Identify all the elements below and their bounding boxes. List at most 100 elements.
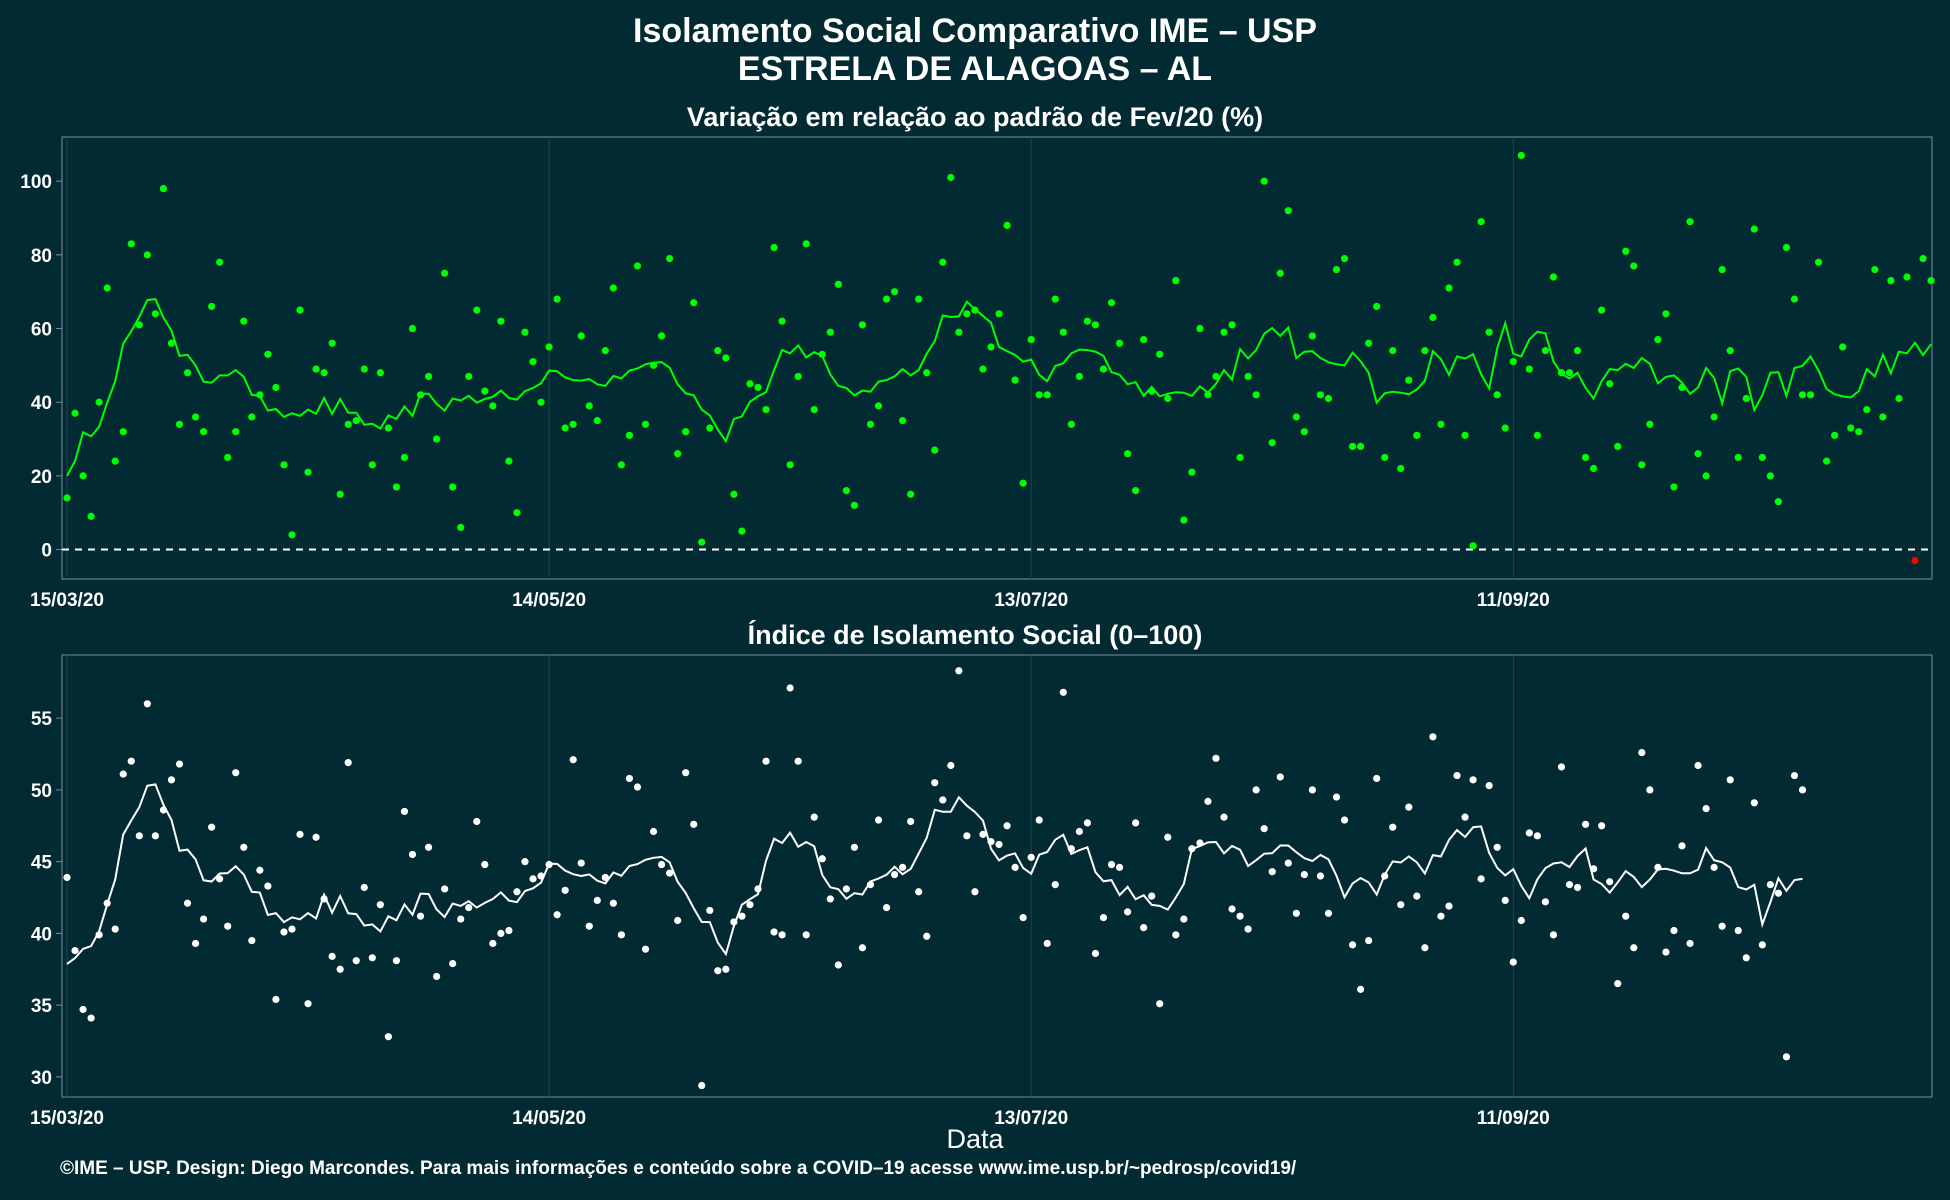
data-point (1115, 339, 1124, 347)
data-point (232, 769, 240, 777)
data-point (497, 929, 505, 938)
data-point (1284, 207, 1292, 215)
data-point (1541, 898, 1549, 906)
data-point (103, 899, 111, 907)
data-point (320, 895, 328, 903)
x-tick-label: 14/05/20 (512, 1108, 586, 1129)
data-point (1357, 442, 1365, 450)
data-point (1252, 391, 1260, 399)
data-point (569, 420, 577, 428)
data-point (778, 317, 786, 325)
data-point (1750, 799, 1758, 807)
data-point (714, 347, 722, 355)
data-point (657, 860, 666, 869)
data-point (947, 761, 955, 770)
x-tick-label: 13/07/20 (994, 1108, 1068, 1129)
data-point (577, 332, 585, 340)
data-point (95, 931, 103, 939)
data-point (1156, 1000, 1164, 1008)
data-point (127, 757, 135, 765)
data-point (963, 832, 971, 840)
data-point (1300, 428, 1308, 436)
data-point (786, 684, 794, 692)
data-point (408, 324, 417, 333)
panel1-subtitle: Variação em relação ao padrão de Fev/20 … (686, 102, 1264, 132)
data-point (481, 860, 489, 869)
data-point (392, 957, 401, 965)
data-point (489, 402, 497, 410)
data-point (1429, 733, 1437, 741)
data-point (714, 967, 722, 975)
data-point (1188, 845, 1196, 853)
data-point (577, 859, 585, 867)
data-point (1421, 944, 1429, 952)
x-axis-label: Data (946, 1124, 1004, 1154)
data-point (1180, 915, 1188, 923)
data-point (416, 391, 425, 399)
data-point (1244, 372, 1252, 381)
data-point (947, 173, 955, 182)
data-point (1630, 262, 1638, 270)
data-point (1517, 151, 1525, 160)
data-point (328, 339, 336, 347)
data-point (1276, 269, 1284, 277)
data-point (1268, 868, 1276, 876)
data-point (834, 280, 842, 288)
x-tick-label: 14/05/20 (512, 590, 586, 611)
data-point (1453, 258, 1461, 266)
data-point (1622, 912, 1630, 920)
data-point (1646, 420, 1654, 428)
data-point (264, 882, 272, 890)
data-point (1557, 763, 1566, 771)
data-point (593, 896, 601, 904)
data-point (143, 251, 151, 259)
data-point (1477, 875, 1485, 883)
data-point (1220, 328, 1228, 336)
data-point (151, 310, 159, 318)
data-point (971, 306, 979, 314)
data-point (1686, 939, 1694, 948)
data-point (1782, 243, 1791, 252)
data-point (71, 947, 79, 955)
data-point (376, 369, 384, 377)
data-point (1148, 892, 1156, 900)
data-point (1549, 273, 1558, 281)
data-point (368, 461, 376, 469)
data-point (1051, 295, 1059, 303)
data-point (1381, 453, 1389, 462)
data-point (1035, 816, 1043, 824)
data-point (1670, 926, 1678, 935)
data-point (657, 332, 666, 340)
data-point (561, 886, 569, 894)
data-point (288, 531, 296, 539)
data-point (513, 888, 521, 896)
data-point (1260, 825, 1268, 833)
data-point (352, 957, 360, 965)
data-point (730, 490, 738, 498)
data-point (625, 431, 634, 439)
data-point (1196, 324, 1204, 333)
data-point (609, 284, 617, 292)
data-point (1662, 948, 1670, 956)
data-point (1662, 310, 1670, 318)
data-point (1485, 328, 1493, 336)
data-point (1887, 277, 1895, 285)
data-point (441, 885, 449, 893)
data-point (899, 863, 907, 871)
data-point (1140, 335, 1148, 344)
data-point (617, 461, 626, 469)
data-point (842, 487, 850, 495)
data-point (858, 321, 867, 329)
data-point (1549, 931, 1558, 939)
data-point (882, 295, 891, 303)
data-point (1429, 313, 1437, 322)
data-point (1630, 944, 1638, 952)
data-point (561, 424, 569, 432)
data-point (1043, 939, 1051, 948)
data-point (1614, 980, 1622, 988)
data-point (1340, 816, 1349, 824)
data-point (1220, 813, 1228, 821)
data-point (762, 757, 770, 765)
data-point (408, 850, 417, 859)
data-point (1734, 926, 1742, 935)
